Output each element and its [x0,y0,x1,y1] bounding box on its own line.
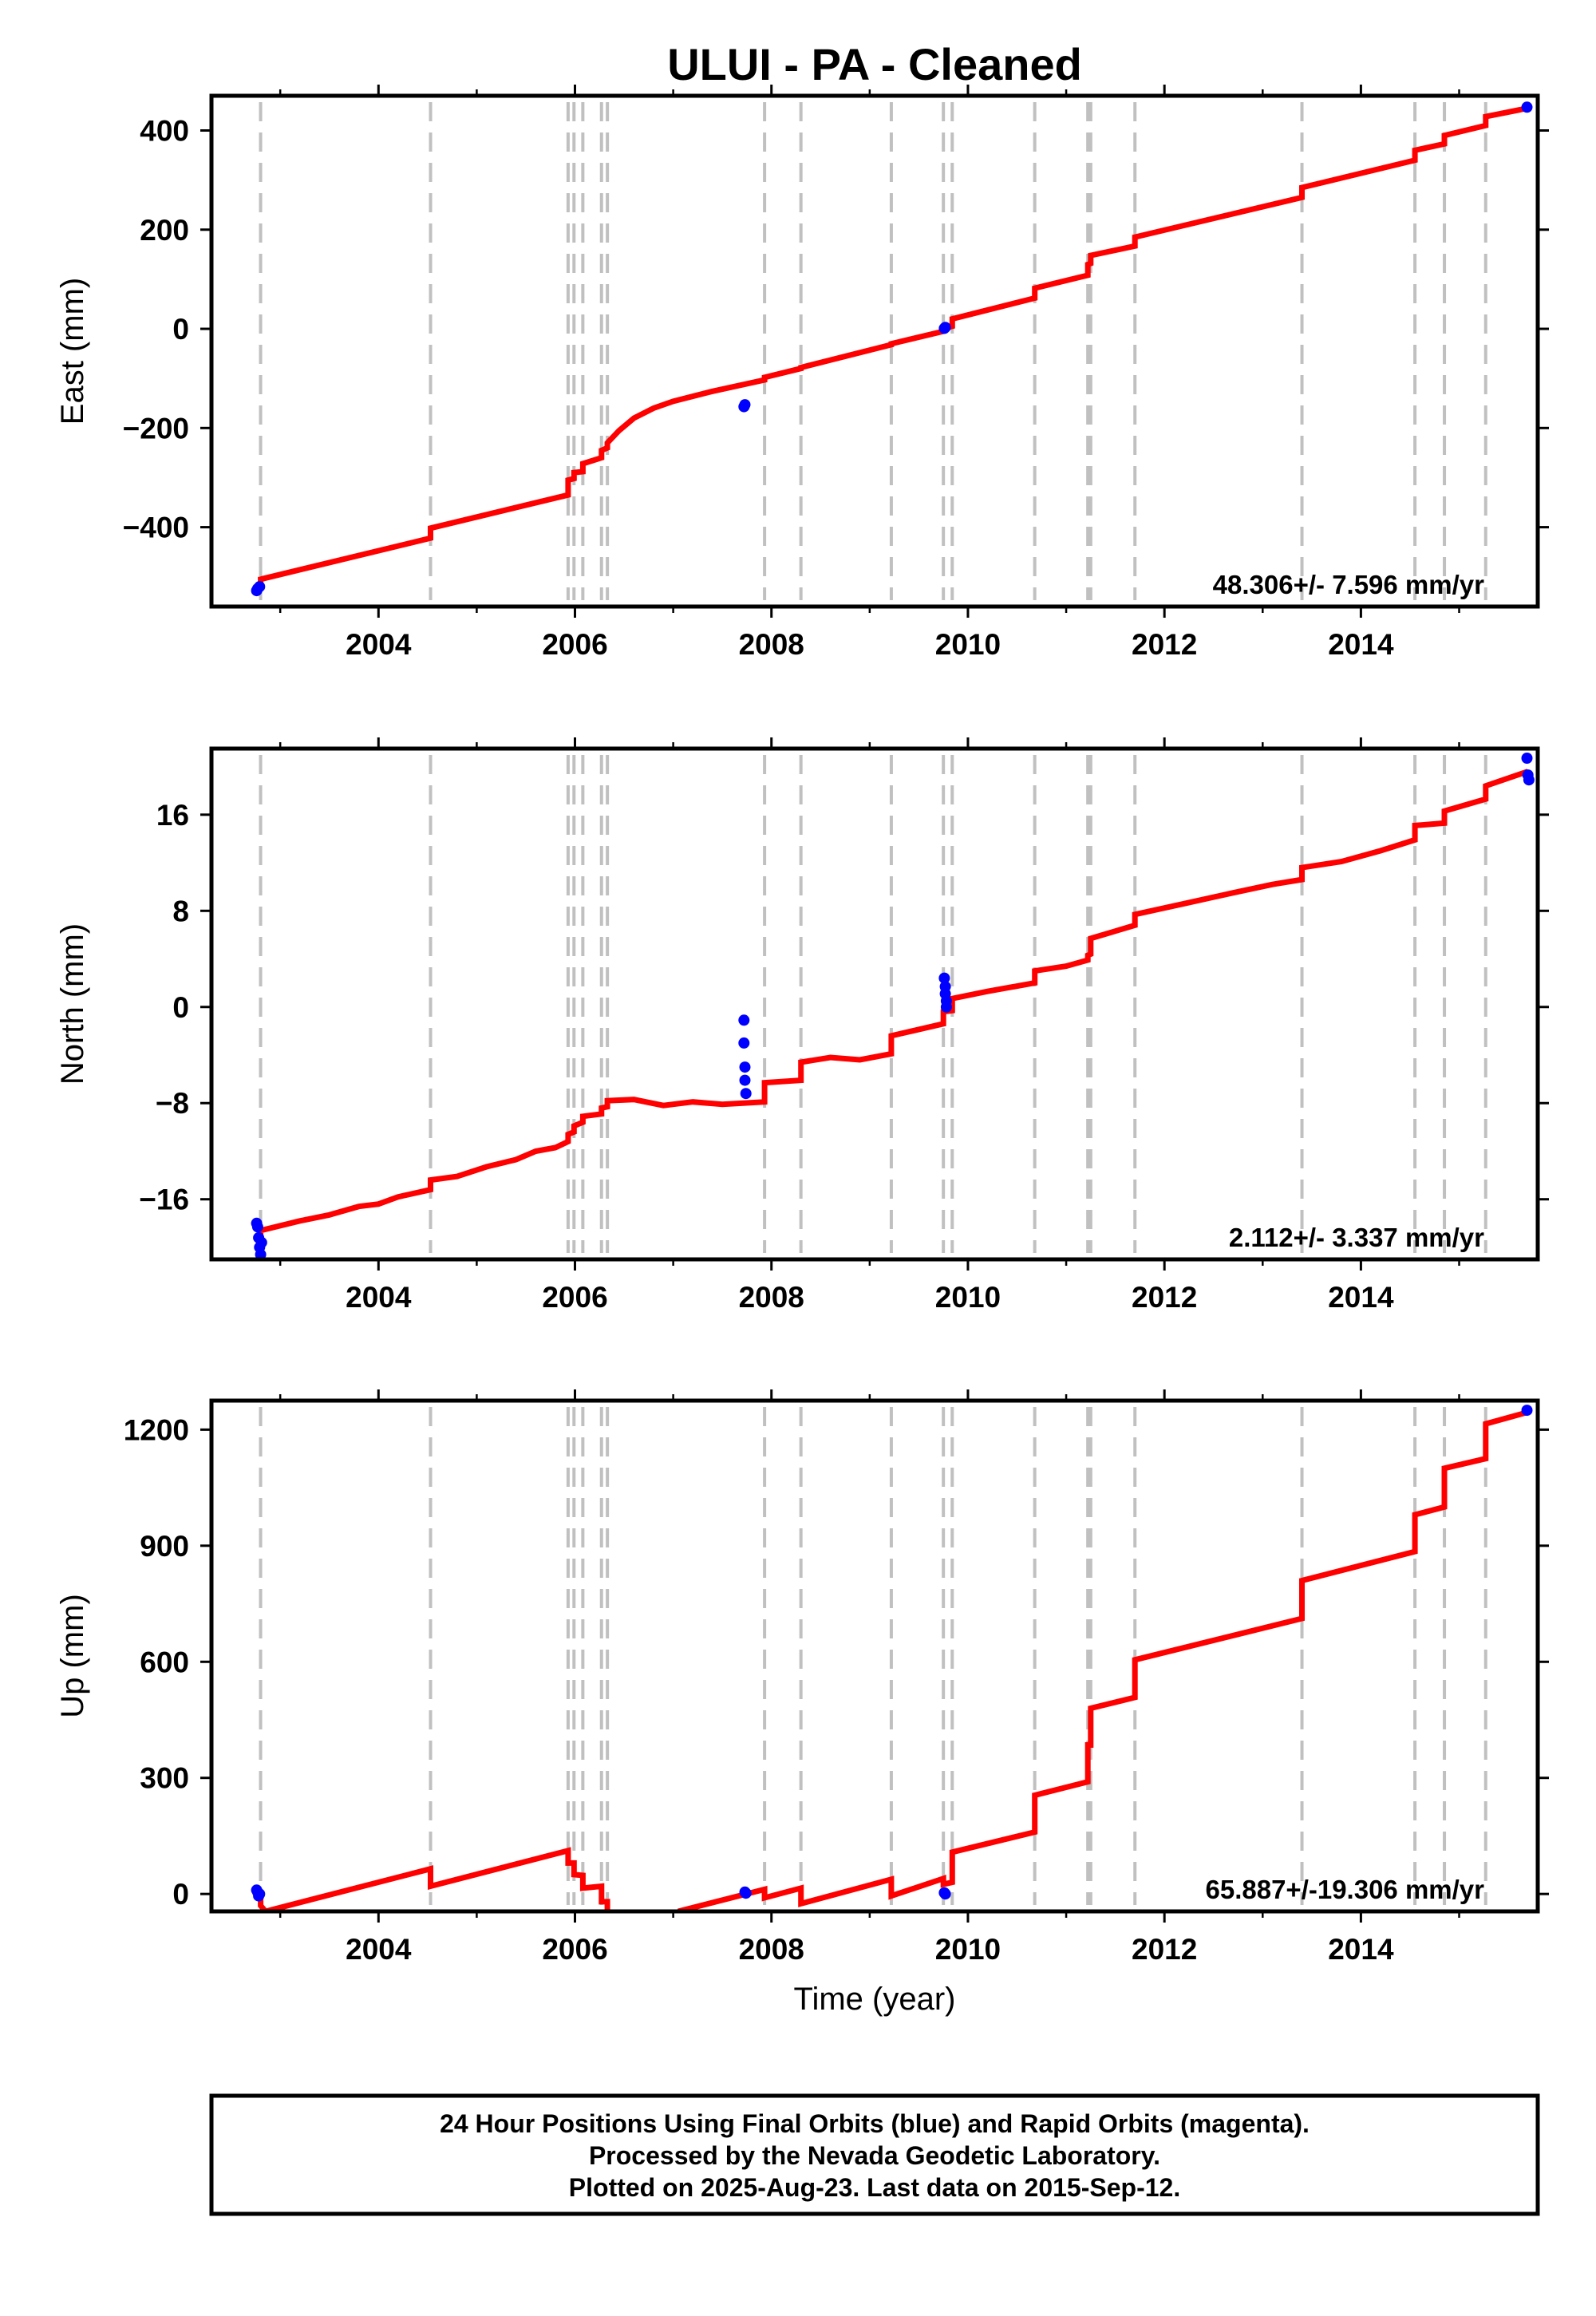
east-y-axis: −400 −200 0 200 400 [123,114,1549,544]
north-plot-frame [209,746,1540,1262]
up-final-orbit-point [939,1888,951,1900]
east-y-tick-label: 0 [172,313,189,346]
north-final-orbit-point [255,1236,267,1248]
east-x-axis: 2004 2006 2008 2010 2012 2014 [279,85,1460,661]
north-final-orbit-point [1523,774,1535,786]
figure-title: ULUI - PA - Cleaned [667,39,1082,89]
up-x-tick-label: 2012 [1132,1933,1197,1966]
east-x-tick-label: 2006 [542,628,607,661]
east-x-tick-label: 2004 [346,628,412,661]
north-rate-text: 2.112+/- 3.337 mm/yr [1229,1223,1484,1252]
east-x-tick-label: 2012 [1132,628,1197,661]
east-offset-lines [259,102,1487,600]
up-x-tick-label: 2006 [542,1933,607,1966]
footer-line-2: Processed by the Nevada Geodetic Laborat… [589,2141,1160,2170]
east-y-tick-label: −400 [123,512,189,544]
north-final-orbit-point [1521,753,1533,764]
north-y-tick-label: 16 [156,799,189,832]
north-model-line [258,769,1529,1242]
north-data-layer [251,753,1535,1259]
north-final-orbit-point [740,1088,752,1100]
up-model-line [258,1847,610,1911]
up-final-orbit-point [740,1887,752,1899]
north-x-tick-label: 2004 [346,1281,412,1314]
east-y-tick-label: −200 [123,412,189,445]
north-y-tick-label: −8 [156,1087,189,1120]
up-y-axis-label: Up (mm) [55,1594,90,1718]
east-panel: 2004 2006 2008 2010 2012 2014 −400 −200 0 200 400 E… [55,85,1549,661]
north-final-orbit-point [255,1249,267,1259]
up-final-orbit-point [254,1888,266,1900]
east-model-line [258,105,1529,587]
up-y-tick-label: 0 [172,1878,189,1911]
up-rate-text: 65.887+/-19.306 mm/yr [1205,1875,1484,1904]
north-y-tick-label: 8 [172,895,189,927]
up-x-tick-label: 2008 [739,1933,804,1966]
north-final-orbit-point [739,1061,751,1073]
east-data-layer [251,101,1533,597]
east-y-tick-label: 400 [140,114,189,147]
east-plot-frame [209,93,1540,609]
north-y-tick-label: 0 [172,991,189,1024]
up-model-line [677,1409,1529,1911]
footer-line-1: 24 Hour Positions Using Final Orbits (bl… [440,2109,1310,2138]
north-final-orbit-point [251,1221,263,1233]
north-final-orbit-point [940,1001,952,1013]
north-final-orbit-point [738,1014,750,1026]
up-x-axis: 2004 2006 2008 2010 2012 2014 [279,1389,1460,1966]
up-data-layer [251,1405,1533,1911]
up-y-axis: 0 300 600 900 1200 [124,1413,1549,1911]
x-axis-label: Time (year) [794,1982,956,2017]
footer-frame [209,2093,1540,2216]
up-y-tick-label: 900 [140,1530,189,1563]
east-x-tick-label: 2010 [935,628,1001,661]
up-offset-lines [259,1407,1487,1905]
north-x-tick-label: 2006 [542,1281,607,1314]
north-final-orbit-point [738,1037,750,1049]
up-x-tick-label: 2010 [935,1933,1001,1966]
up-final-orbit-point [1521,1405,1533,1417]
up-y-tick-label: 300 [140,1762,189,1795]
east-y-tick-label: 200 [140,214,189,247]
north-x-tick-label: 2008 [739,1281,804,1314]
east-x-tick-label: 2014 [1328,628,1394,661]
up-x-tick-label: 2004 [346,1933,412,1966]
east-rate-text: 48.306+/- 7.596 mm/yr [1213,570,1484,599]
north-panel: 2004 2006 2008 2010 2012 2014 −16 −8 0 8 16 North (… [55,737,1549,1314]
footer-line-3: Plotted on 2025-Aug-23. Last data on 201… [569,2173,1180,2202]
east-final-orbit-point [1521,101,1533,113]
north-x-tick-label: 2010 [935,1281,1001,1314]
east-final-orbit-point [739,399,751,411]
north-y-axis-label: North (mm) [55,923,90,1085]
north-x-tick-label: 2012 [1132,1281,1197,1314]
east-final-orbit-point [254,581,266,593]
east-y-axis-label: East (mm) [55,278,90,425]
north-x-axis: 2004 2006 2008 2010 2012 2014 [279,737,1460,1314]
north-x-tick-label: 2014 [1328,1281,1394,1314]
up-panel: 2004 2006 2008 2010 2012 2014 0 300 600 900 1200 Up… [55,1389,1549,1966]
up-y-tick-label: 600 [140,1646,189,1678]
north-y-tick-label: −16 [139,1184,189,1216]
up-plot-frame [209,1398,1540,1914]
north-final-orbit-point [938,972,950,984]
north-y-axis: −16 −8 0 8 16 [139,799,1549,1216]
footer-box: 24 Hour Positions Using Final Orbits (bl… [209,2093,1540,2216]
up-x-tick-label: 2014 [1328,1933,1394,1966]
east-x-tick-label: 2008 [739,628,804,661]
north-final-orbit-point [739,1074,751,1086]
up-y-tick-label: 1200 [124,1413,189,1446]
east-final-orbit-point [939,322,951,334]
